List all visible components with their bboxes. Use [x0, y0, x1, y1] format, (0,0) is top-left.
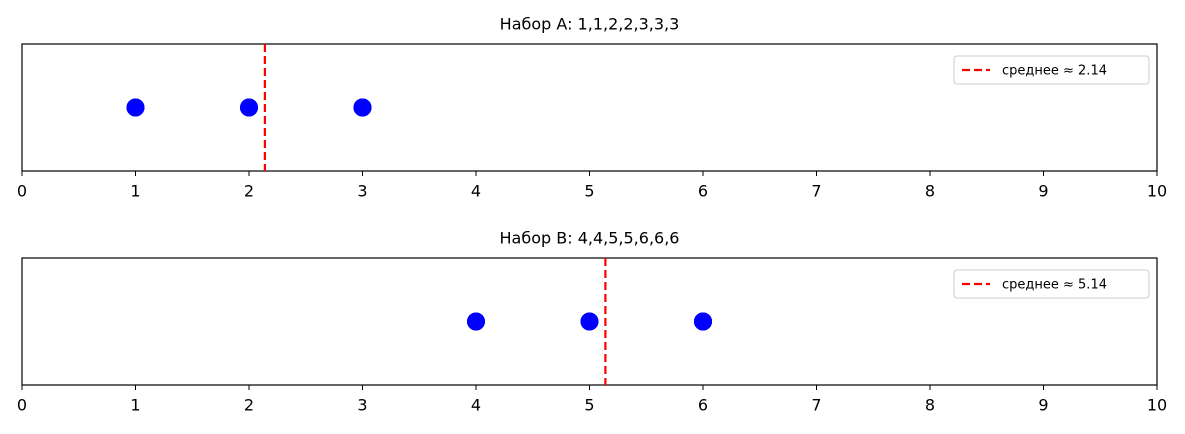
x-tick-label: 3 [357, 396, 367, 415]
x-tick-label: 1 [130, 182, 140, 201]
chart-title: Набор B: 4,4,5,5,6,6,6 [500, 229, 680, 248]
x-tick-label: 8 [925, 396, 935, 415]
x-tick-label: 5 [584, 396, 594, 415]
x-tick-label: 7 [811, 396, 821, 415]
chart-title: Набор A: 1,1,2,2,3,3,3 [500, 15, 680, 34]
x-tick-label: 9 [1038, 396, 1048, 415]
x-tick-label: 6 [698, 396, 708, 415]
legend-box [953, 269, 1150, 299]
x-tick-label: 5 [584, 182, 594, 201]
point [126, 98, 145, 117]
point [240, 98, 258, 117]
x-tick-label: 9 [1038, 182, 1048, 201]
point [580, 312, 599, 331]
x-tick-label: 4 [471, 396, 481, 415]
x-tick-label: 8 [925, 182, 935, 201]
point [694, 312, 712, 331]
x-tick-label: 1 [130, 396, 140, 415]
point [467, 312, 485, 331]
x-tick-label: 2 [244, 182, 254, 201]
point [353, 98, 372, 117]
x-tick-label: 6 [698, 182, 708, 201]
x-tick-label: 10 [1147, 182, 1167, 201]
x-tick-label: 3 [357, 182, 367, 201]
x-tick-label: 7 [811, 182, 821, 201]
legend-box [953, 55, 1150, 85]
legend-label: среднее ≈ 5.14 [1002, 278, 1107, 293]
x-tick-label: 10 [1147, 396, 1167, 415]
x-tick-label: 2 [244, 396, 254, 415]
x-tick-label: 4 [471, 182, 481, 201]
legend-label: среднее ≈ 2.14 [1002, 64, 1107, 79]
x-tick-label: 0 [17, 396, 27, 415]
x-tick-label: 0 [17, 182, 27, 201]
